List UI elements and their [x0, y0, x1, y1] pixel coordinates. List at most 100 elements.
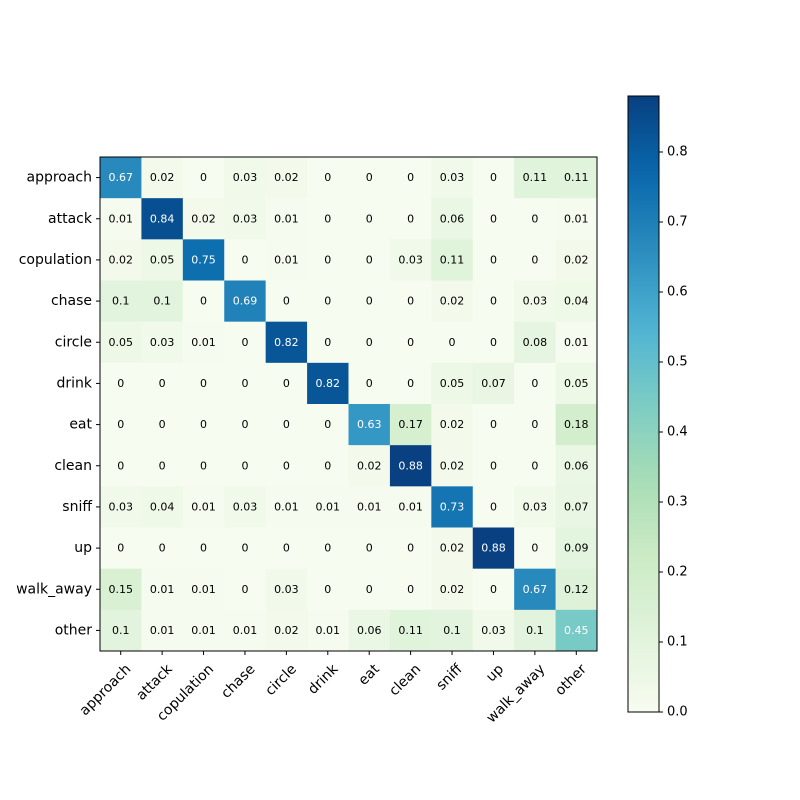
cell-value-label: 0.03 — [440, 171, 465, 184]
heatmap-cell — [307, 527, 349, 570]
heatmap-cell — [431, 527, 474, 570]
cell-value-label: 0.03 — [481, 624, 506, 637]
y-tick-label: up — [74, 540, 92, 556]
heatmap-cell — [555, 609, 598, 652]
y-tick-label: eat — [69, 417, 92, 433]
cell-value-label: 0.04 — [150, 500, 175, 513]
heatmap-cell — [100, 527, 142, 570]
cell-value-label: 0.01 — [191, 583, 216, 596]
y-tick-label: chase — [51, 293, 92, 309]
cell-value-label: 0.01 — [316, 624, 341, 637]
heatmap-cell — [555, 568, 598, 611]
cell-value-label: 0 — [531, 418, 538, 431]
cell-value-label: 0.01 — [357, 500, 382, 513]
heatmap-cell — [348, 445, 391, 487]
colorbar-ticks: 0.0 0.1 0.2 0.3 0.4 0.5 0.6 0.7 0.8 — [659, 145, 688, 720]
heatmap-cell — [141, 280, 184, 323]
cell-value-label: 0 — [241, 542, 248, 555]
cell-value-label: 0 — [324, 212, 331, 225]
cell-value-label: 0 — [283, 377, 290, 390]
cell-value-label: 0.01 — [150, 624, 175, 637]
cell-value-label: 0.02 — [440, 295, 465, 308]
heatmap-cell — [307, 609, 349, 652]
cell-value-label: 0 — [200, 459, 207, 472]
heatmap-cell — [555, 445, 598, 487]
heatmap-cell — [265, 445, 308, 487]
cell-value-label: 0.03 — [233, 500, 258, 513]
heatmap-cell — [307, 239, 349, 281]
heatmap-cell — [307, 486, 349, 528]
cell-value-label: 0 — [490, 500, 497, 513]
heatmap-cell — [182, 157, 225, 199]
heatmap-cell — [141, 321, 184, 364]
cell-value-label: 0 — [531, 377, 538, 390]
colorbar-tick-label: 0.5 — [667, 355, 688, 370]
heatmap-cell — [431, 198, 474, 240]
cell-value-label: 0 — [200, 377, 207, 390]
cell-value-label: 0.03 — [150, 336, 175, 349]
heatmap-cell — [555, 404, 598, 446]
heatmap-cell — [514, 445, 556, 487]
heatmap-cell — [348, 486, 391, 528]
cell-value-label: 0.03 — [398, 253, 423, 266]
cell-value-label: 0.11 — [440, 253, 465, 266]
heatmap-cell — [389, 609, 432, 652]
heatmap-cell — [555, 157, 598, 199]
heatmap-cell — [472, 609, 515, 652]
heatmap-cell — [100, 362, 142, 405]
cell-value-label: 0 — [407, 171, 414, 184]
heatmap-cell — [265, 404, 308, 446]
heatmap-cell — [182, 609, 225, 652]
heatmap-cell — [224, 404, 267, 446]
cell-value-label: 0.05 — [150, 253, 175, 266]
y-tick-label: approach — [26, 170, 92, 186]
cell-value-label: 0 — [283, 418, 290, 431]
cell-value-label: 0 — [241, 377, 248, 390]
y-tick-label: walk_away — [16, 581, 92, 597]
cell-value-label: 0.02 — [440, 542, 465, 555]
cell-value-label: 0.63 — [357, 418, 382, 431]
heatmap-cell — [389, 321, 432, 364]
heatmap-cell — [348, 198, 391, 240]
cell-value-label: 0.05 — [564, 377, 589, 390]
heatmap-cell — [182, 321, 225, 364]
cell-value-label: 0.17 — [398, 418, 423, 431]
x-tick-label: chase — [218, 661, 258, 701]
y-tick-label: sniff — [62, 499, 92, 515]
heatmap-cell — [100, 445, 142, 487]
cell-value-label: 0.03 — [108, 500, 133, 513]
heatmap-cell-labels: 0.67 0.02 0 0.03 0.02 0 0 0 0.03 0 0.11 0.11 0.01 0.8… — [108, 171, 588, 637]
x-tick-label: drink — [305, 661, 342, 698]
cell-value-label: 0.1 — [112, 295, 130, 308]
heatmap-cell — [472, 321, 515, 364]
heatmap-cell — [348, 527, 391, 570]
heatmap-cell — [431, 568, 474, 611]
heatmap-cell — [389, 486, 432, 528]
heatmap-cell — [265, 280, 308, 323]
cell-value-label: 0.75 — [191, 253, 216, 266]
heatmap-cell — [514, 609, 556, 652]
heatmap-cell — [431, 239, 474, 281]
heatmap-cell — [141, 527, 184, 570]
cell-value-label: 0 — [283, 542, 290, 555]
cell-value-label: 0 — [366, 295, 373, 308]
y-tick-label: copulation — [19, 252, 92, 268]
cell-value-label: 0.01 — [274, 212, 299, 225]
heatmap-cell — [472, 445, 515, 487]
cell-value-label: 0 — [366, 212, 373, 225]
cell-value-label: 0.02 — [440, 459, 465, 472]
heatmap-cell — [431, 609, 474, 652]
heatmap-cell — [389, 157, 432, 199]
cell-value-label: 0.05 — [108, 336, 133, 349]
heatmap-cell — [472, 527, 515, 570]
cell-value-label: 0 — [490, 253, 497, 266]
cell-value-label: 0.06 — [440, 212, 465, 225]
heatmap-cell — [224, 157, 267, 199]
cell-value-label: 0.11 — [398, 624, 423, 637]
heatmap-cell — [182, 362, 225, 405]
colorbar-tick-label: 0.3 — [667, 495, 688, 510]
heatmap-cell — [431, 321, 474, 364]
heatmap-cell — [348, 280, 391, 323]
cell-value-label: 0 — [117, 542, 124, 555]
